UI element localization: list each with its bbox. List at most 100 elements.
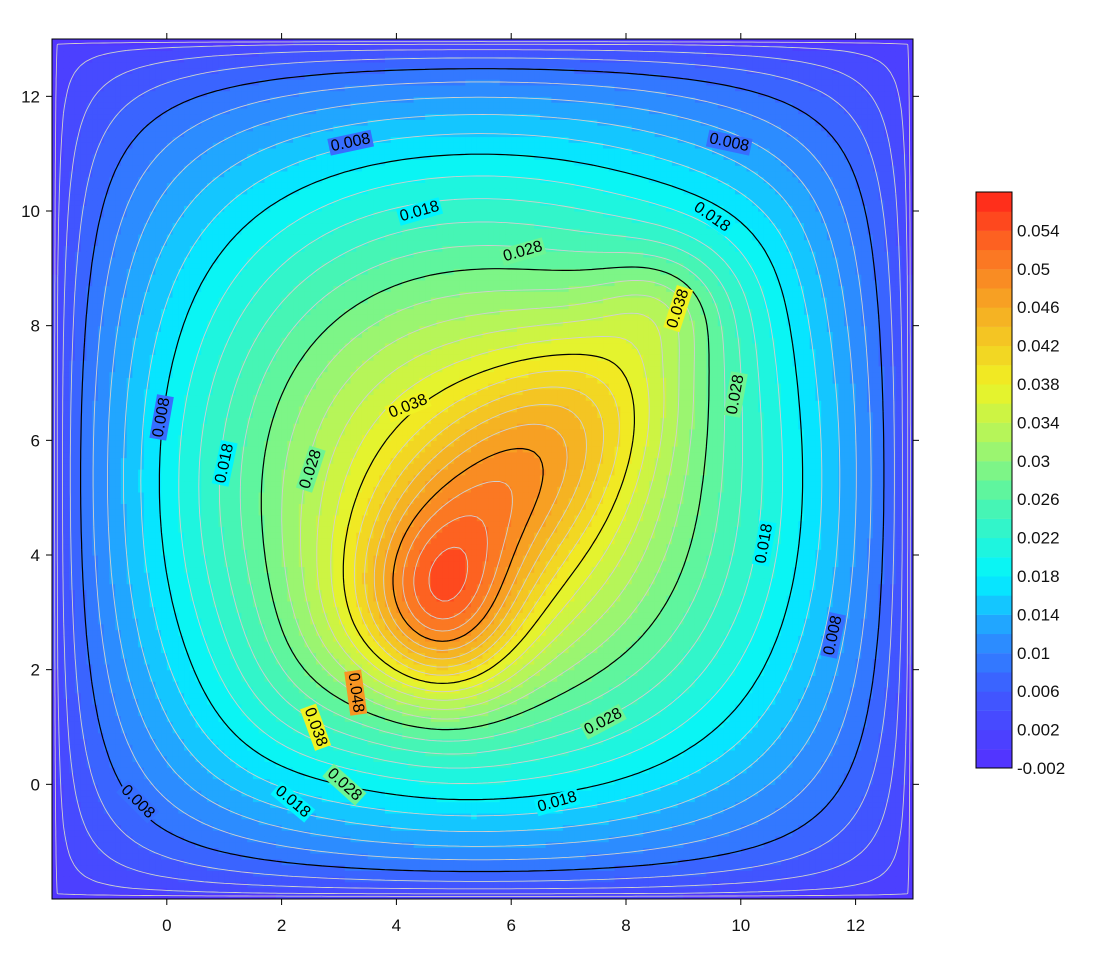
contour-fill-cell	[402, 859, 408, 865]
contour-fill-cell	[873, 870, 879, 876]
contour-fill-cell	[896, 790, 902, 796]
contour-fill-cell	[276, 727, 282, 733]
contour-fill-cell	[844, 802, 850, 808]
contour-fill-cell	[833, 824, 839, 830]
contour-fill-cell	[442, 784, 448, 790]
contour-fill-cell	[592, 813, 598, 819]
contour-fill-cell	[890, 756, 896, 762]
contour-fill-cell	[150, 767, 156, 773]
contour-fill-cell	[833, 842, 839, 848]
contour-fill-cell	[821, 738, 827, 744]
contour-fill-cell	[672, 738, 678, 744]
contour-fill-cell	[666, 830, 672, 836]
contour-fill-cell	[184, 853, 190, 859]
contour-fill-cell	[517, 836, 523, 842]
contour-fill-cell	[402, 784, 408, 790]
contour-fill-cell	[414, 865, 420, 871]
contour-fill-cell	[609, 750, 615, 756]
contour-fill-cell	[92, 853, 98, 859]
contour-fill-cell	[735, 727, 741, 733]
contour-fill-cell	[477, 773, 483, 779]
contour-fill-cell	[356, 744, 362, 750]
contour-fill-cell	[104, 888, 110, 894]
contour-fill-cell	[115, 744, 121, 750]
contour-fill-cell	[437, 750, 443, 756]
contour-fill-cell	[896, 865, 902, 871]
contour-fill-cell	[81, 853, 87, 859]
contour-fill-cell	[333, 853, 339, 859]
contour-fill-cell	[735, 721, 741, 727]
contour-fill-cell	[695, 744, 701, 750]
contour-fill-cell	[454, 790, 460, 796]
contour-fill-cell	[402, 847, 408, 853]
contour-fill-cell	[701, 876, 707, 882]
contour-fill-cell	[574, 830, 580, 836]
contour-fill-cell	[637, 784, 643, 790]
contour-fill-cell	[683, 710, 689, 716]
contour-fill-cell	[632, 842, 638, 848]
contour-fill-cell	[471, 842, 477, 848]
contour-fill-cell	[592, 790, 598, 796]
contour-fill-cell	[764, 733, 770, 739]
contour-fill-cell	[850, 842, 856, 848]
contour-fill-cell	[597, 853, 603, 859]
contour-fill-cell	[517, 738, 523, 744]
contour-fill-cell	[787, 865, 793, 871]
contour-fill-cell	[86, 865, 92, 871]
contour-fill-cell	[833, 761, 839, 767]
contour-fill-cell	[896, 888, 902, 894]
contour-fill-cell	[678, 756, 684, 762]
contour-fill-cell	[672, 853, 678, 859]
contour-fill-cell	[442, 813, 448, 819]
contour-fill-cell	[712, 790, 718, 796]
contour-fill-cell	[201, 784, 207, 790]
contour-fill-cell	[230, 790, 236, 796]
contour-fill-cell	[178, 744, 184, 750]
contour-fill-cell	[385, 819, 391, 825]
contour-fill-cell	[815, 727, 821, 733]
contour-fill-cell	[419, 773, 425, 779]
contour-fill-cell	[896, 796, 902, 802]
contour-fill-cell	[557, 727, 563, 733]
contour-fill-cell	[132, 721, 138, 727]
contour-fill-cell	[752, 830, 758, 836]
contour-fill-cell	[850, 876, 856, 882]
contour-fill-cell	[873, 779, 879, 785]
contour-fill-cell	[58, 882, 64, 888]
contour-fill-cell	[517, 830, 523, 836]
contour-fill-cell	[247, 847, 253, 853]
contour-fill-cell	[833, 813, 839, 819]
contour-fill-cell	[270, 853, 276, 859]
contour-fill-cell	[902, 750, 908, 756]
contour-fill-cell	[815, 761, 821, 767]
contour-fill-cell	[425, 773, 431, 779]
contour-fill-cell	[465, 710, 471, 716]
contour-fill-cell	[98, 807, 104, 813]
contour-fill-cell	[637, 876, 643, 882]
contour-fill-cell	[379, 882, 385, 888]
contour-fill-cell	[425, 784, 431, 790]
contour-fill-cell	[471, 847, 477, 853]
contour-fill-cell	[127, 882, 133, 888]
contour-fill-cell	[896, 876, 902, 882]
contour-fill-cell	[838, 710, 844, 716]
contour-fill-cell	[419, 819, 425, 825]
contour-fill-cell	[465, 733, 471, 739]
contour-fill-cell	[448, 819, 454, 825]
contour-fill-cell	[844, 738, 850, 744]
contour-fill-cell	[580, 842, 586, 848]
contour-fill-cell	[69, 876, 75, 882]
contour-fill-cell	[241, 847, 247, 853]
contour-fill-cell	[270, 807, 276, 813]
contour-fill-cell	[592, 865, 598, 871]
contour-fill-cell	[121, 704, 127, 710]
contour-fill-cell	[224, 716, 230, 722]
contour-fill-cell	[718, 842, 724, 848]
contour-fill-cell	[620, 865, 626, 871]
contour-fill-cell	[775, 796, 781, 802]
contour-fill-cell	[758, 796, 764, 802]
contour-fill-cell	[391, 830, 397, 836]
contour-fill-cell	[764, 756, 770, 762]
contour-fill-cell	[557, 836, 563, 842]
contour-fill-cell	[729, 733, 735, 739]
